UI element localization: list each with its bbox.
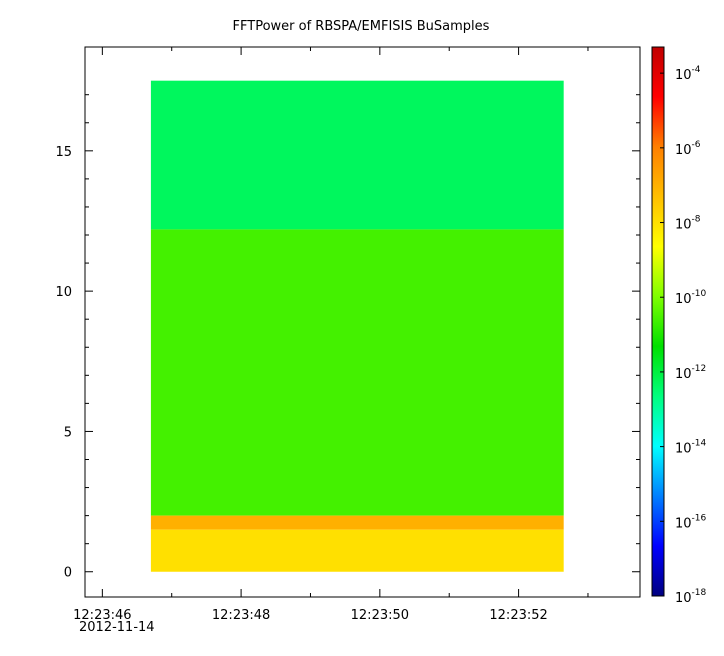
x-tick-label: 12:23:52 [489, 608, 547, 623]
spectrogram-region-2 [150, 515, 564, 530]
x-tick-label: 12:23:46 [73, 608, 131, 623]
y-tick-label: 0 [64, 566, 72, 581]
colorbar-tick-label: 10-14 [675, 439, 707, 457]
colorbar-tick-label: 10-6 [675, 140, 701, 158]
colorbar-tick-label: 10-10 [675, 289, 707, 307]
spectrogram-region-0 [150, 80, 564, 230]
y-tick-label: 15 [55, 145, 72, 160]
y-tick-label: 10 [55, 285, 72, 300]
plot-area: 12:23:46 12:23:48 12:23:50 12:23:52 0 5 10 15 [55, 46, 641, 623]
colorbar-gradient [651, 46, 665, 597]
colorbar-tick-label: 10-8 [675, 215, 701, 233]
spectrogram-region-1 [150, 229, 564, 516]
colorbar: 10-4 10-6 10-8 10-10 10-12 10-14 10-16 10-18 [651, 46, 707, 606]
colorbar-tick-label: 10-18 [675, 588, 707, 606]
colorbar-tick-label: 10-16 [675, 513, 707, 531]
chart-title: FFTPower of RBSPA/EMFISIS BuSamples [233, 19, 490, 34]
x-tick-sublabel-date: 2012-11-14 [79, 620, 155, 635]
colorbar-tick-label: 10-12 [675, 364, 706, 382]
spectrogram-region-3 [150, 529, 564, 572]
y-tick-label: 5 [64, 425, 72, 440]
x-tick-label: 12:23:50 [351, 608, 409, 623]
colorbar-tick-label: 10-4 [675, 65, 701, 83]
x-tick-label: 12:23:48 [212, 608, 270, 623]
